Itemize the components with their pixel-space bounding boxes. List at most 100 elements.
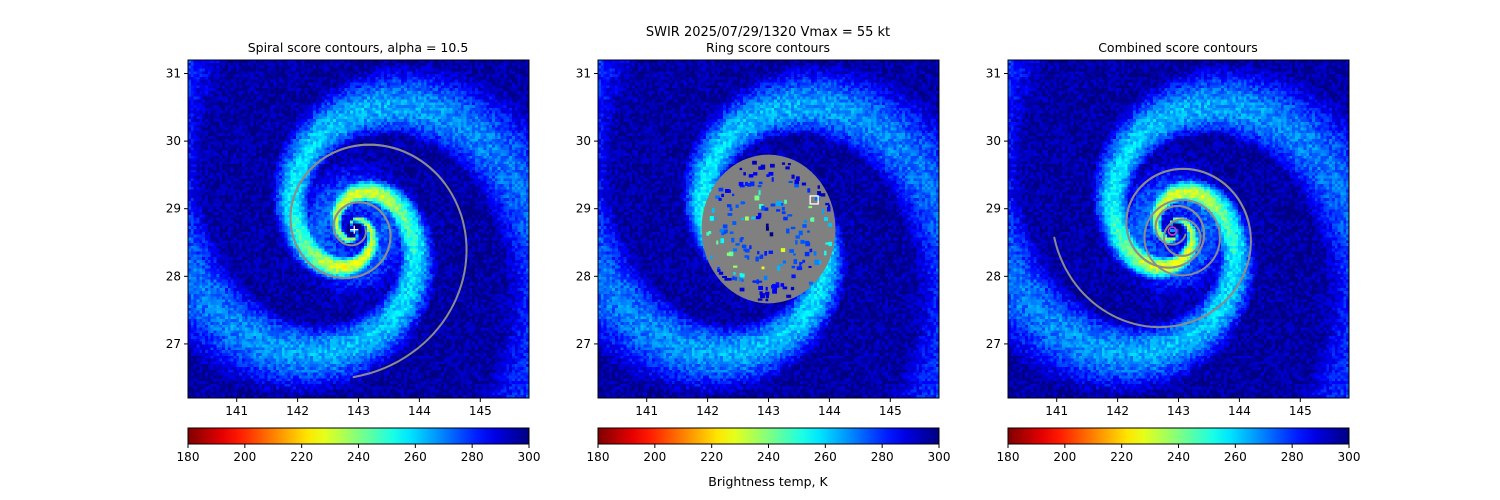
disk-speckle	[741, 244, 747, 249]
disk-speckle	[721, 193, 724, 198]
y-tick-label: 31	[166, 67, 181, 81]
x-tick-label: 142	[1106, 404, 1129, 418]
disk-speckle	[759, 291, 763, 296]
axis-ticks-combined: 141 142 143 144 145 27 28 29 30 31	[986, 67, 1312, 418]
colorbar-tick-label: 180	[177, 450, 200, 464]
disk-speckle	[764, 207, 769, 211]
disk-speckle	[745, 216, 749, 221]
disk-speckle	[826, 206, 831, 212]
colorbar-tick-label: 180	[587, 450, 610, 464]
disk-speckle	[801, 182, 807, 186]
disk-speckle	[754, 195, 760, 201]
x-tick-label: 145	[469, 404, 492, 418]
disk-speckle	[765, 226, 769, 231]
disk-speckle	[791, 174, 795, 179]
y-tick-label: 28	[166, 269, 181, 283]
x-tick-label: 142	[696, 404, 719, 418]
disk-speckle	[732, 193, 735, 197]
colorbar-combined: 180 200 220 240 260 280 300	[997, 427, 1360, 464]
disk-speckle	[776, 209, 781, 212]
x-tick-label: 145	[879, 404, 902, 418]
disk-speckle	[733, 272, 736, 275]
y-tick-label: 30	[166, 134, 181, 148]
x-tick-label: 143	[347, 404, 370, 418]
disk-speckle	[732, 248, 738, 252]
disk-speckle	[779, 264, 784, 267]
colorbar-tick-label: 280	[461, 450, 484, 464]
disk-speckle	[772, 288, 777, 294]
score-contour	[1162, 218, 1202, 257]
disk-speckle	[757, 251, 760, 255]
disk-speckle	[758, 190, 761, 196]
disk-speckle	[757, 298, 763, 301]
colorbar-tick-label: 240	[757, 450, 780, 464]
y-tick-label: 30	[986, 134, 1001, 148]
satellite-map-spiral	[188, 60, 529, 398]
panel-title-ring: Ring score contours	[706, 40, 830, 55]
disk-speckle	[802, 224, 807, 228]
disk-speckle	[757, 212, 762, 218]
disk-speckle	[749, 245, 752, 250]
colorbar-gradient	[187, 427, 530, 445]
disk-speckle	[758, 181, 763, 185]
disk-speckle	[735, 204, 739, 208]
disk-speckle	[771, 177, 774, 182]
axis-ticks-spiral: 141 142 143 144 145 27 28 29 30 31	[166, 67, 492, 418]
disk-speckle	[827, 223, 833, 227]
colorbar-spiral: 180 200 220 240 260 280 300	[177, 427, 540, 464]
colorbar-tick-label: 280	[1281, 450, 1304, 464]
disk-speckle	[739, 238, 743, 243]
disk-speckle	[778, 202, 784, 206]
figure-title: SWIR 2025/07/29/1320 Vmax = 55 kt	[646, 25, 890, 40]
disk-speckle	[727, 212, 733, 216]
disk-speckle	[728, 251, 734, 257]
disk-speckle	[795, 176, 800, 181]
disk-speckle	[782, 286, 788, 290]
disk-speckle	[724, 278, 728, 281]
disk-speckle	[751, 216, 756, 220]
disk-speckle	[777, 265, 780, 271]
disk-speckle	[781, 206, 785, 211]
disk-speckle	[718, 197, 722, 201]
colorbar-tick-label: 260	[1224, 450, 1247, 464]
x-tick-label: 144	[818, 404, 841, 418]
colorbar-tick-label: 220	[700, 450, 723, 464]
disk-speckle	[757, 280, 763, 283]
x-tick-label: 141	[1045, 404, 1068, 418]
disk-speckle	[795, 240, 798, 245]
disk-speckle	[825, 202, 830, 206]
disk-speckle	[761, 205, 765, 211]
disk-speckle	[807, 230, 810, 233]
disk-speckle	[735, 243, 740, 246]
colorbar-tick-label: 220	[1110, 450, 1133, 464]
disk-speckle	[739, 287, 745, 292]
disk-speckle	[787, 163, 791, 166]
ring-score-disk	[701, 154, 836, 304]
disk-speckle	[791, 265, 796, 269]
axis-ticks-ring: 141 142 143 144 145 27 28 29 30 31	[576, 67, 902, 418]
disk-speckle	[775, 284, 780, 288]
spiral-contours	[289, 143, 468, 379]
center-marker-square	[809, 195, 819, 205]
disk-speckle	[773, 285, 778, 290]
disk-speckle	[800, 262, 803, 265]
disk-speckle	[731, 237, 735, 243]
x-tick-label: 141	[225, 404, 248, 418]
disk-speckle	[752, 280, 757, 283]
disk-speckle	[733, 265, 738, 268]
spiral-center-marker	[350, 225, 359, 234]
disk-speckle	[757, 185, 762, 188]
disk-speckle	[739, 184, 745, 188]
disk-speckle	[738, 181, 744, 186]
combined-center-marker	[1167, 226, 1178, 236]
disk-speckle	[780, 283, 785, 287]
disk-speckle	[808, 265, 812, 268]
disk-speckle	[716, 240, 719, 245]
disk-speckle	[758, 166, 763, 170]
disk-speckle	[726, 252, 732, 256]
disk-speckle	[799, 261, 802, 267]
disk-speckle	[722, 275, 727, 279]
disk-speckle	[760, 293, 765, 299]
brightness-temp-image	[188, 60, 529, 398]
x-tick-label: 144	[408, 404, 431, 418]
